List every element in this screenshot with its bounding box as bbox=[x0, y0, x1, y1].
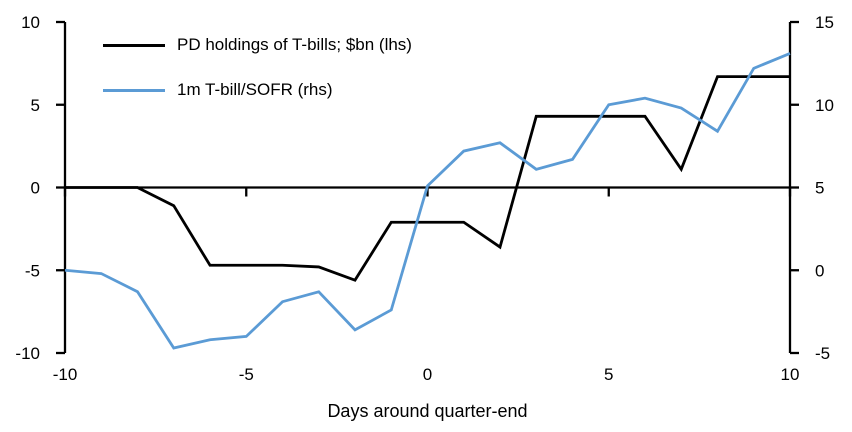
left-axis-tick-label: -10 bbox=[15, 344, 40, 363]
x-axis-tick-label: -10 bbox=[53, 365, 78, 384]
tbill-sofr-spread-line bbox=[64, 52, 791, 350]
left-axis-tick-label: 0 bbox=[31, 179, 40, 198]
x-axis-tick-label: -5 bbox=[239, 365, 254, 384]
legend: PD holdings of T-bills; $bn (lhs) 1m T-b… bbox=[103, 28, 412, 118]
right-axis-tick-label: 15 bbox=[815, 13, 834, 32]
x-axis-tick-label: 5 bbox=[604, 365, 613, 384]
legend-line-swatch-blue bbox=[103, 88, 165, 92]
x-axis-tick-label: 0 bbox=[423, 365, 432, 384]
right-axis-tick-label: 5 bbox=[815, 179, 824, 198]
left-axis-tick-label: -5 bbox=[25, 261, 40, 280]
x-axis-tick-label: 10 bbox=[781, 365, 800, 384]
right-axis-tick-label: 10 bbox=[815, 96, 834, 115]
x-axis-title: Days around quarter-end bbox=[327, 401, 528, 421]
pd-holdings-tbills-line bbox=[65, 75, 790, 282]
legend-label-tbill-sofr: 1m T-bill/SOFR (rhs) bbox=[177, 80, 333, 99]
left-axis-tick-label: 10 bbox=[21, 13, 40, 32]
right-axis-tick-label: -5 bbox=[815, 344, 830, 363]
right-axis-tick-label: 0 bbox=[815, 261, 824, 280]
legend-item-tbill-sofr: 1m T-bill/SOFR (rhs) bbox=[103, 73, 412, 107]
legend-line-swatch-black bbox=[103, 43, 165, 47]
left-axis-tick-label: 5 bbox=[31, 96, 40, 115]
legend-item-pd-holdings: PD holdings of T-bills; $bn (lhs) bbox=[103, 28, 412, 62]
legend-label-pd-holdings: PD holdings of T-bills; $bn (lhs) bbox=[177, 35, 412, 54]
